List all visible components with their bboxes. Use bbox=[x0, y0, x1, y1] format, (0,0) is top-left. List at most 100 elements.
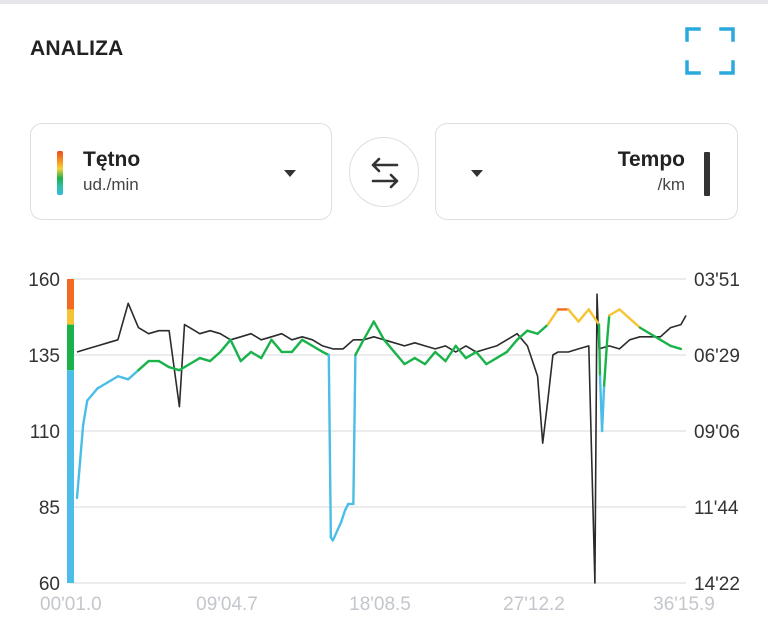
y-right-tick-label: 14'22 bbox=[694, 574, 740, 595]
heart-rate-segment bbox=[75, 460, 82, 500]
swap-metrics-button[interactable] bbox=[349, 137, 419, 207]
heart-rate-segment bbox=[618, 308, 631, 320]
x-tick-label: 09'04.7 bbox=[196, 594, 258, 615]
heart-rate-segment bbox=[372, 320, 386, 342]
heart-rate-segment bbox=[454, 344, 468, 360]
x-axis: 00'01.0 09'04.7 18'08.5 27'12.2 36'15.9 bbox=[40, 594, 715, 615]
heart-rate-segment bbox=[413, 356, 427, 366]
heart-rate-segment bbox=[81, 399, 89, 427]
heart-rate-segment bbox=[352, 353, 357, 506]
heart-rate-segment bbox=[393, 350, 406, 366]
heart-rate-segment bbox=[157, 359, 171, 369]
x-tick-label: 27'12.2 bbox=[503, 594, 565, 615]
chevron-down-icon[interactable] bbox=[471, 170, 483, 177]
heart-rate-segment bbox=[229, 338, 242, 363]
heart-rate-segment bbox=[311, 344, 324, 354]
x-tick-label: 18'08.5 bbox=[349, 594, 411, 615]
fullscreen-icon[interactable] bbox=[684, 26, 736, 76]
top-divider bbox=[0, 0, 768, 4]
heart-rate-segment bbox=[178, 362, 191, 372]
heart-rate-segment bbox=[602, 338, 609, 387]
y-right-tick-label: 03'51 bbox=[694, 270, 740, 291]
heart-rate-segment bbox=[567, 308, 580, 323]
y-axis-left: 160 135 110 85 60 bbox=[28, 270, 60, 595]
heart-rate-segment bbox=[495, 350, 509, 360]
y-left-tick-label: 135 bbox=[28, 346, 60, 367]
heart-rate-segment bbox=[605, 314, 611, 342]
zone-segment bbox=[67, 324, 74, 371]
left-metric-unit: ud./min bbox=[83, 175, 139, 194]
heart-rate-segment bbox=[464, 350, 478, 360]
page-title: ANALIZA bbox=[30, 37, 124, 60]
y-right-tick-label: 11'44 bbox=[694, 498, 739, 519]
x-tick-label: 36'15.9 bbox=[653, 594, 715, 615]
heart-rate-segment bbox=[608, 308, 621, 317]
heart-rate-segment bbox=[444, 344, 457, 363]
y-left-tick-label: 110 bbox=[30, 422, 60, 443]
zone-segment bbox=[67, 279, 74, 310]
heart-rate-segment bbox=[249, 350, 263, 360]
heart-rate-segment bbox=[96, 381, 109, 390]
heart-rate-segment bbox=[546, 308, 560, 326]
left-metric-selector[interactable]: Tętno ud./min bbox=[30, 123, 332, 220]
heart-rate-segment bbox=[597, 323, 602, 378]
heart-rate-segment bbox=[600, 384, 606, 433]
heart-rate-segment bbox=[628, 317, 642, 329]
heart-rate-segment bbox=[587, 308, 601, 326]
heart-rate-segment bbox=[536, 323, 550, 335]
heart-rate-color-legend bbox=[57, 151, 63, 195]
heart-rate-segment bbox=[116, 375, 130, 381]
heart-rate-segment bbox=[659, 338, 672, 348]
heart-rate-segment bbox=[327, 353, 333, 539]
heart-rate-segment bbox=[403, 356, 416, 366]
heart-rate-segment bbox=[219, 338, 232, 354]
heart-rate-segment bbox=[515, 329, 529, 342]
heart-rate-segment bbox=[91, 387, 99, 396]
heart-rate-segment bbox=[648, 332, 662, 342]
y-right-tick-label: 09'06 bbox=[694, 422, 740, 443]
heart-rate-segment bbox=[239, 350, 253, 363]
chevron-down-icon[interactable] bbox=[284, 170, 296, 177]
heart-rate-segment bbox=[290, 338, 304, 354]
heart-rate-zone-bar bbox=[67, 279, 74, 583]
y-right-tick-label: 06'29 bbox=[694, 346, 740, 367]
heart-rate-segment bbox=[167, 365, 181, 372]
heart-rate-segment bbox=[382, 338, 396, 354]
zone-segment bbox=[67, 370, 74, 583]
heart-rate-segment bbox=[208, 350, 222, 363]
heart-rate-segment bbox=[78, 423, 85, 463]
y-left-tick-label: 60 bbox=[39, 574, 60, 595]
heart-rate-segment bbox=[137, 359, 150, 372]
heart-rate-segment bbox=[526, 329, 539, 335]
heart-rate-segment bbox=[260, 338, 273, 360]
heart-rate-segment bbox=[86, 393, 94, 402]
heart-rate-segment bbox=[474, 350, 488, 366]
heart-rate-segment bbox=[638, 326, 652, 335]
heart-rate-segment bbox=[505, 338, 519, 354]
left-metric-name: Tętno bbox=[83, 148, 141, 171]
right-metric-name: Tempo bbox=[617, 148, 685, 171]
y-axis-right: 03'51 06'29 09'06 11'44 14'22 bbox=[694, 270, 740, 595]
chart-lines bbox=[75, 293, 687, 584]
heart-rate-segment bbox=[126, 368, 140, 381]
heart-rate-segment bbox=[270, 338, 283, 354]
heart-rate-segment bbox=[300, 338, 314, 348]
y-left-tick-label: 160 bbox=[28, 270, 60, 291]
y-left-tick-label: 85 bbox=[39, 498, 60, 519]
heart-rate-segment bbox=[434, 350, 447, 363]
x-tick-label: 00'01.0 bbox=[40, 594, 102, 615]
heart-rate-segment bbox=[354, 338, 365, 357]
heart-rate-segment bbox=[577, 308, 590, 323]
heart-rate-segment bbox=[669, 344, 683, 351]
heart-rate-segment bbox=[423, 350, 437, 366]
swap-arrows-icon bbox=[371, 157, 399, 189]
heart-rate-segment bbox=[188, 356, 202, 366]
heart-rate-segment bbox=[331, 521, 343, 542]
pace-series-line bbox=[76, 293, 687, 584]
zone-segment bbox=[67, 309, 74, 325]
heart-rate-segment bbox=[198, 356, 212, 363]
heart-rate-segment bbox=[106, 375, 120, 384]
pace-color-legend bbox=[704, 152, 710, 196]
right-metric-selector[interactable]: Tempo /km bbox=[435, 123, 738, 220]
